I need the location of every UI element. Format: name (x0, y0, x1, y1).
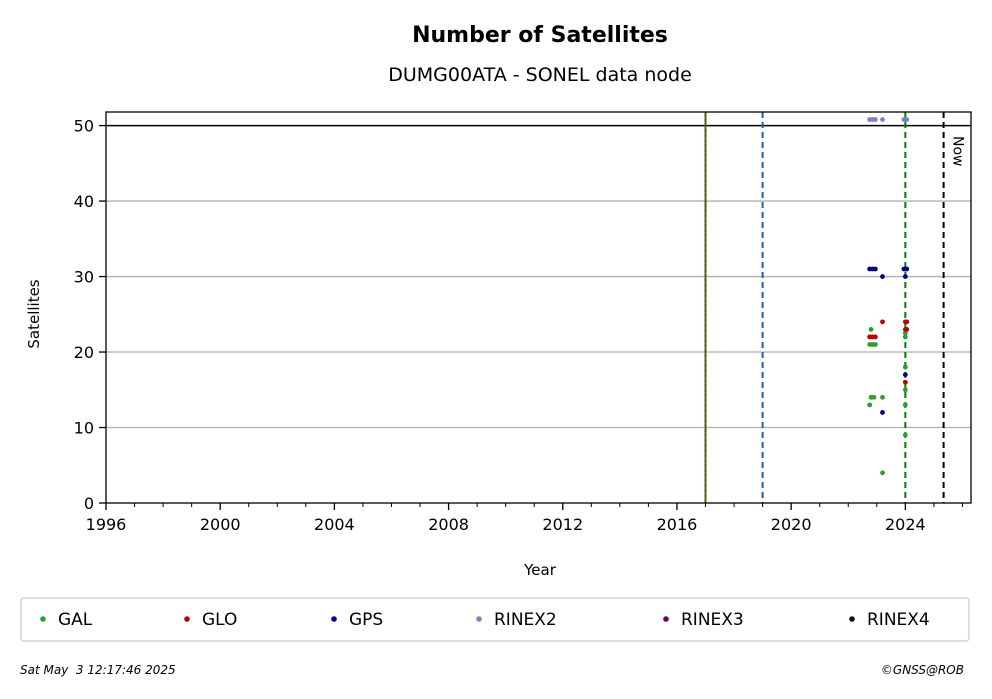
legend-label-gps: GPS (349, 610, 383, 630)
data-point-rinex2 (872, 117, 878, 122)
data-point-glo (904, 326, 910, 332)
legend-label-gal: GAL (58, 610, 93, 630)
plot-frame (105, 111, 972, 504)
x-tick-label: 2000 (200, 515, 241, 534)
y-tick-label: 20 (74, 343, 94, 362)
y-tick-label: 40 (74, 192, 94, 211)
data-point-gal (872, 342, 878, 347)
data-point-gal (902, 432, 908, 438)
data-points (867, 117, 910, 476)
y-tick-label: 50 (74, 117, 94, 136)
data-point-glo (880, 319, 885, 325)
legend-marker-gps (331, 616, 337, 622)
data-point-glo (872, 334, 878, 340)
reference-lines: Now (704, 112, 966, 503)
x-tick-label: 2004 (314, 515, 355, 534)
data-point-gps (902, 372, 908, 378)
legend-label-rinex2: RINEX2 (494, 610, 557, 630)
x-tick-label: 1996 (86, 515, 127, 534)
y-tick-label: 30 (74, 268, 94, 287)
legend-label-glo: GLO (202, 610, 237, 630)
grid-layer (106, 124, 971, 429)
data-point-gal (902, 334, 908, 340)
y-tick-label: 10 (74, 419, 94, 438)
legend-marker-rinex3 (663, 616, 669, 622)
legend-marker-rinex4 (849, 616, 855, 622)
chart-title: Number of Satellites (412, 23, 668, 48)
x-tick-label: 2024 (885, 515, 926, 534)
data-point-glo (902, 379, 908, 385)
legend-box (20, 597, 970, 642)
legend-marker-rinex2 (476, 616, 482, 622)
x-tick-label: 2020 (771, 515, 812, 534)
data-point-gps (880, 410, 885, 415)
data-point-gal (902, 364, 908, 370)
legend-label-rinex3: RINEX3 (681, 610, 744, 630)
legend-marker-glo (184, 616, 190, 622)
legend: GAL GLO GPS RINEX2 RINEX3 RINEX4 (20, 597, 970, 642)
y-axis-label: Satellites (25, 279, 43, 348)
data-point-gal (880, 394, 885, 400)
legend-label-rinex4: RINEX4 (867, 610, 930, 630)
footer-timestamp: Sat May 3 12:17:46 2025 (20, 663, 176, 677)
legend-marker-gal (40, 616, 46, 622)
data-point-glo (904, 319, 910, 325)
data-point-gps (904, 266, 910, 272)
x-tick-label: 2012 (542, 515, 583, 534)
data-point-gal (902, 402, 908, 408)
now-label: Now (950, 136, 966, 167)
data-point-gps (880, 274, 885, 279)
x-axis-label: Year (523, 561, 557, 579)
footer-credit: ©GNSS@ROB (881, 663, 964, 677)
data-point-rinex2 (880, 117, 885, 122)
data-point-gal (880, 470, 885, 476)
data-point-gal (902, 387, 908, 393)
data-point-gps (902, 274, 908, 279)
y-tick-label: 0 (84, 494, 94, 513)
data-point-rinex2 (904, 117, 910, 122)
chart-subtitle: DUMG00ATA - SONEL data node (388, 64, 692, 86)
data-point-gal (868, 326, 874, 332)
x-tick-label: 2016 (657, 515, 698, 534)
axes: 1996 2000 2004 2008 2012 2016 2020 2024 0 10 20 30 4… (74, 111, 972, 534)
data-point-gps (872, 266, 878, 272)
data-point-gal (867, 402, 873, 408)
data-point-gal (871, 394, 877, 400)
x-tick-label: 2008 (428, 515, 469, 534)
data-point-gal (902, 330, 908, 336)
